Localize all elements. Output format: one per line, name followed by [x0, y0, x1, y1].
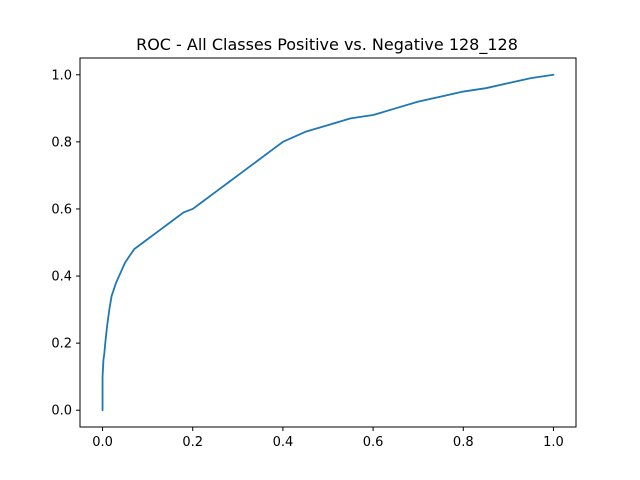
plot-area: [101, 73, 555, 412]
y-tick-label: 0.2: [51, 337, 72, 352]
y-tick-label: 1.0: [51, 68, 72, 83]
x-tick-label: 0.6: [363, 435, 384, 450]
y-tick-label: 0.6: [51, 202, 72, 217]
y-tick-label: 0.0: [51, 404, 72, 419]
x-tick-label: 0.0: [92, 435, 113, 450]
chart-title: ROC - All Classes Positive vs. Negative …: [136, 35, 518, 55]
y-tick-label: 0.8: [51, 135, 72, 150]
axis-ticks: 0.0 0.2 0.4 0.6 0.8 1.0 0.0 0.2 0.4 0.6 0.8 1.0: [51, 68, 563, 450]
x-tick-label: 1.0: [543, 435, 564, 450]
y-tick-label: 0.4: [51, 270, 72, 285]
x-tick-label: 0.2: [182, 435, 203, 450]
axes-frame: [79, 57, 577, 428]
x-tick-label: 0.8: [453, 435, 474, 450]
x-tick-label: 0.4: [273, 435, 294, 450]
roc-curve-line: [101, 73, 555, 412]
